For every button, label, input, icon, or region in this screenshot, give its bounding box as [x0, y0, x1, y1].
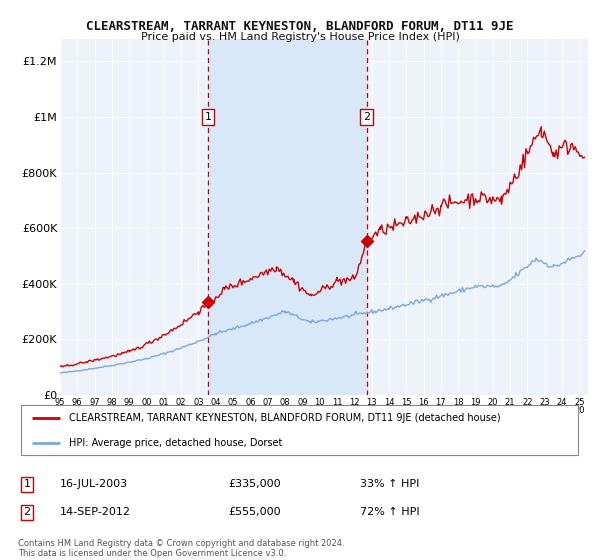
- Text: £335,000: £335,000: [228, 479, 281, 489]
- Text: CLEARSTREAM, TARRANT KEYNESTON, BLANDFORD FORUM, DT11 9JE: CLEARSTREAM, TARRANT KEYNESTON, BLANDFOR…: [86, 20, 514, 32]
- Text: 1: 1: [205, 112, 211, 122]
- Text: 1: 1: [23, 479, 31, 489]
- Text: Contains HM Land Registry data © Crown copyright and database right 2024.
This d: Contains HM Land Registry data © Crown c…: [18, 539, 344, 558]
- Text: CLEARSTREAM, TARRANT KEYNESTON, BLANDFORD FORUM, DT11 9JE (detached house): CLEARSTREAM, TARRANT KEYNESTON, BLANDFOR…: [69, 413, 500, 423]
- Text: HPI: Average price, detached house, Dorset: HPI: Average price, detached house, Dors…: [69, 438, 282, 448]
- Text: 2: 2: [23, 507, 31, 517]
- Text: 72% ↑ HPI: 72% ↑ HPI: [360, 507, 419, 517]
- Text: Price paid vs. HM Land Registry's House Price Index (HPI): Price paid vs. HM Land Registry's House …: [140, 32, 460, 43]
- Text: 33% ↑ HPI: 33% ↑ HPI: [360, 479, 419, 489]
- Text: 14-SEP-2012: 14-SEP-2012: [60, 507, 131, 517]
- Text: £555,000: £555,000: [228, 507, 281, 517]
- Text: 16-JUL-2003: 16-JUL-2003: [60, 479, 128, 489]
- Bar: [208, 39, 367, 395]
- Text: 2: 2: [363, 112, 370, 122]
- FancyBboxPatch shape: [21, 405, 578, 455]
